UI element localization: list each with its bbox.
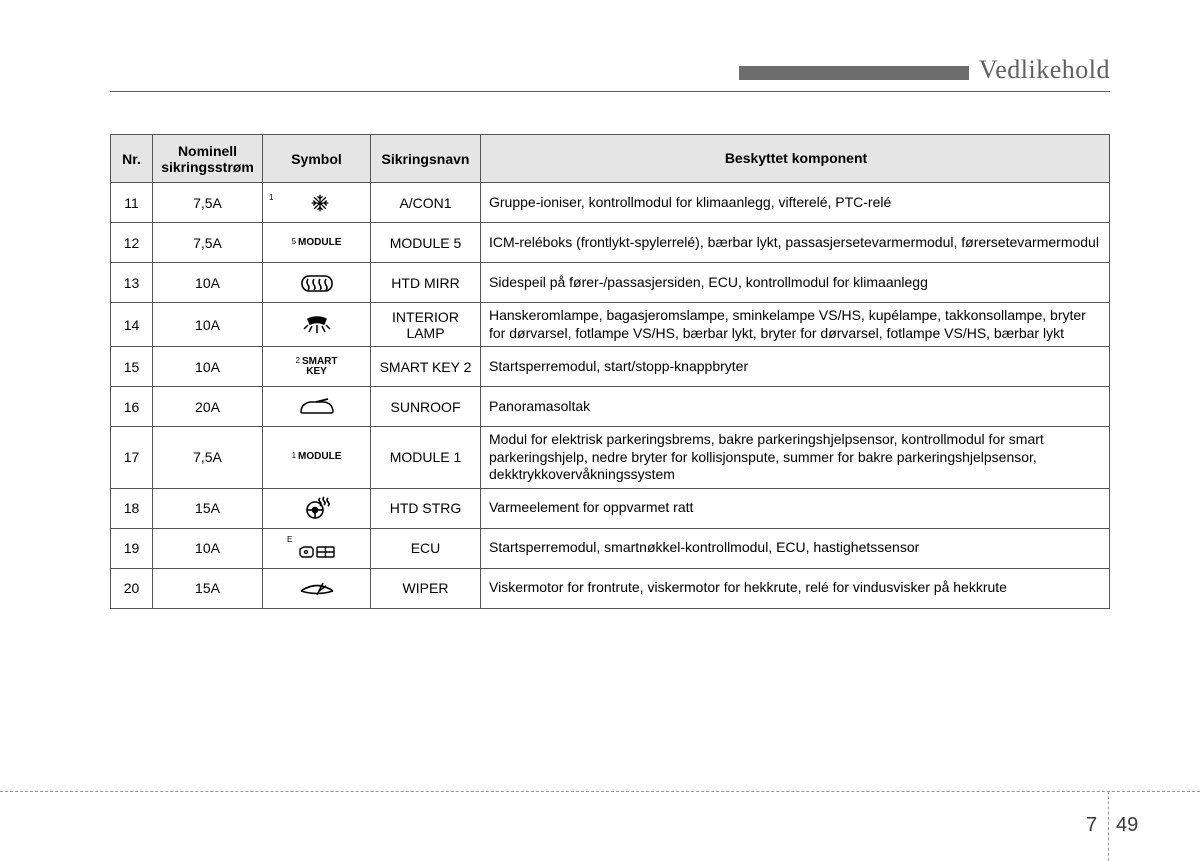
cell-sym: E <box>263 528 371 568</box>
cell-nr: 20 <box>111 568 153 608</box>
cell-sym <box>263 488 371 528</box>
cell-nr: 18 <box>111 488 153 528</box>
page-number: 49 <box>1116 814 1138 837</box>
page-title: Vedlikehold <box>979 55 1110 85</box>
cell-sym: 5 MODULE <box>263 223 371 263</box>
cell-name: WIPER <box>371 568 481 608</box>
cell-desc: Modul for elektrisk parkeringsbrems, bak… <box>481 427 1110 489</box>
symbol-sup: 2 <box>295 357 299 365</box>
cell-nr: 17 <box>111 427 153 489</box>
cell-sym: 1 MODULE <box>263 427 371 489</box>
sunroof-icon <box>298 397 336 417</box>
cell-desc: Gruppe-ioniser, kontrollmodul for klimaa… <box>481 183 1110 223</box>
snowflake-icon <box>310 193 330 213</box>
cell-nr: 19 <box>111 528 153 568</box>
cell-sym <box>263 303 371 347</box>
cell-nom: 7,5A <box>153 427 263 489</box>
symbol-text: SMART <box>302 357 338 367</box>
fuse-table: Nr. Nominell sikringsstrøm Symbol Sikrin… <box>110 134 1110 609</box>
table-header-row: Nr. Nominell sikringsstrøm Symbol Sikrin… <box>111 135 1110 183</box>
cell-desc: ICM-reléboks (frontlykt-spylerrelé), bær… <box>481 223 1110 263</box>
symbol-text: MODULE <box>298 238 341 248</box>
header-bar <box>739 66 969 80</box>
cell-nom: 15A <box>153 568 263 608</box>
cell-name: ECU <box>371 528 481 568</box>
interior-lamp-icon <box>302 315 332 335</box>
table-row: 11 7,5A 1 A/CON1 Gruppe-ioniser, kontr <box>111 183 1110 223</box>
symbol-sup: 1 <box>269 193 273 202</box>
footer-dash-top <box>0 791 1200 792</box>
symbol-sup: 1 <box>292 452 296 460</box>
cell-sym: 1 <box>263 183 371 223</box>
cell-name: SUNROOF <box>371 387 481 427</box>
header-rule <box>110 91 1110 92</box>
cell-nr: 12 <box>111 223 153 263</box>
cell-desc: Panoramasoltak <box>481 387 1110 427</box>
cell-desc: Startsperremodul, smartnøkkel-kontrollmo… <box>481 528 1110 568</box>
heated-mirror-icon <box>300 272 334 294</box>
symbol-sup: E <box>287 536 292 544</box>
heated-steering-icon <box>304 496 330 520</box>
cell-name: HTD MIRR <box>371 263 481 303</box>
cell-nom: 7,5A <box>153 223 263 263</box>
col-header-name: Sikringsnavn <box>371 135 481 183</box>
table-row: 16 20A SUNROOF Panoramasoltak <box>111 387 1110 427</box>
cell-nom: 20A <box>153 387 263 427</box>
table-row: 12 7,5A 5 MODULE MODULE 5 ICM-reléboks (… <box>111 223 1110 263</box>
col-header-sym: Symbol <box>263 135 371 183</box>
cell-sym: 2 SMART KEY <box>263 347 371 387</box>
table-row: 20 15A WIPER Viskermotor for frontrute, … <box>111 568 1110 608</box>
cell-nr: 11 <box>111 183 153 223</box>
cell-desc: Viskermotor for frontrute, viskermotor f… <box>481 568 1110 608</box>
ecu-icon <box>297 544 337 560</box>
symbol-sup: 5 <box>292 238 296 246</box>
cell-nom: 10A <box>153 303 263 347</box>
symbol-text: MODULE <box>298 452 341 462</box>
col-header-nom: Nominell sikringsstrøm <box>153 135 263 183</box>
wiper-icon <box>298 578 336 598</box>
cell-name: MODULE 1 <box>371 427 481 489</box>
cell-desc: Varmeelement for oppvarmet ratt <box>481 488 1110 528</box>
cell-nr: 13 <box>111 263 153 303</box>
cell-nom: 10A <box>153 347 263 387</box>
page-header: Vedlikehold <box>110 55 1110 85</box>
cell-name: SMART KEY 2 <box>371 347 481 387</box>
cell-nom: 15A <box>153 488 263 528</box>
table-row: 13 10A HTD MIRR Sidespeil på fører-/pass… <box>111 263 1110 303</box>
cell-desc: Sidespeil på fører-/passasjersiden, ECU,… <box>481 263 1110 303</box>
cell-nr: 14 <box>111 303 153 347</box>
col-header-desc: Beskyttet komponent <box>481 135 1110 183</box>
table-row: 19 10A E ECU Startsperr <box>111 528 1110 568</box>
cell-name: MODULE 5 <box>371 223 481 263</box>
table-row: 15 10A 2 SMART KEY SMART KEY 2 Startsper… <box>111 347 1110 387</box>
cell-nr: 16 <box>111 387 153 427</box>
cell-nom: 10A <box>153 528 263 568</box>
cell-desc: Startsperremodul, start/stopp-knappbryte… <box>481 347 1110 387</box>
table-row: 18 15A HTD STRG Varmeelement for <box>111 488 1110 528</box>
symbol-text2: KEY <box>306 367 327 377</box>
table-row: 14 10A INTERIOR LAMP Hanskeromlampe, bag… <box>111 303 1110 347</box>
col-header-nr: Nr. <box>111 135 153 183</box>
cell-nom: 10A <box>153 263 263 303</box>
page-chapter: 7 <box>1086 814 1097 837</box>
cell-sym <box>263 263 371 303</box>
cell-desc: Hanskeromlampe, bagasjeromslampe, sminke… <box>481 303 1110 347</box>
cell-name: HTD STRG <box>371 488 481 528</box>
cell-sym <box>263 387 371 427</box>
cell-name: A/CON1 <box>371 183 481 223</box>
table-row: 17 7,5A 1 MODULE MODULE 1 Modul for elek… <box>111 427 1110 489</box>
cell-name: INTERIOR LAMP <box>371 303 481 347</box>
cell-nom: 7,5A <box>153 183 263 223</box>
cell-sym <box>263 568 371 608</box>
cell-nr: 15 <box>111 347 153 387</box>
footer-dash-vertical <box>1108 791 1109 861</box>
